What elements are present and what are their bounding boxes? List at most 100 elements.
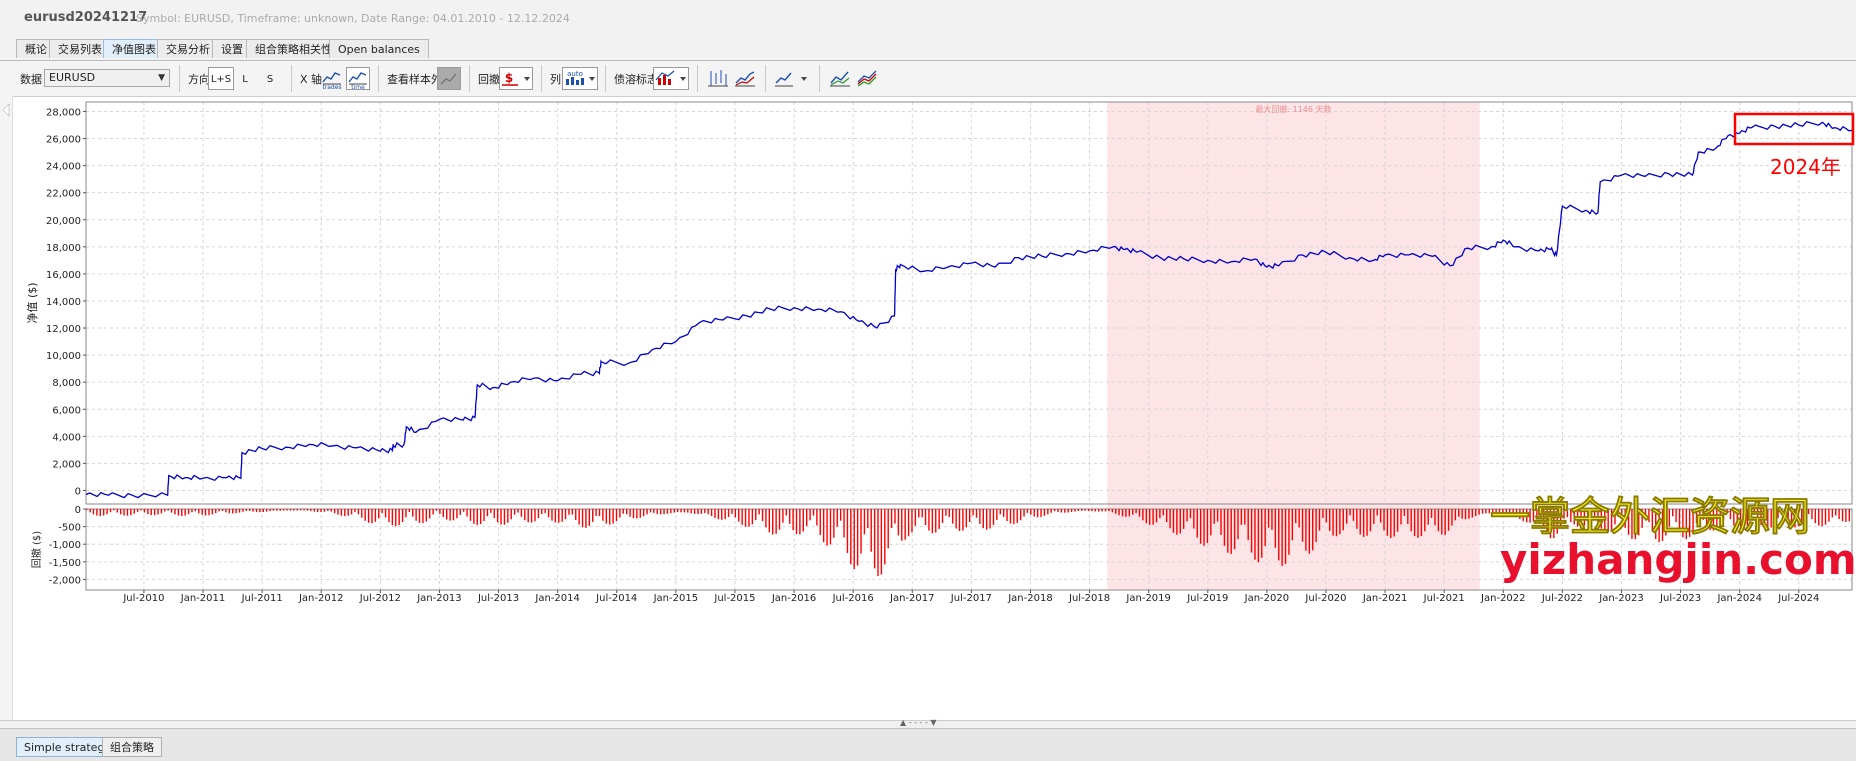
drawdown-bar	[493, 509, 495, 519]
drawdown-bar	[1325, 509, 1327, 523]
drawdown-bar	[378, 509, 380, 519]
direction-long-button[interactable]: L	[242, 74, 248, 85]
drawdown-bar	[1447, 509, 1450, 531]
x-ticks: Jul-2010 Jan-2011 Jul-2011 Jan-2012 Jul-2012…	[122, 590, 1819, 604]
drawdown-bar	[1121, 509, 1124, 517]
drawdown-bar	[1230, 509, 1232, 554]
chart-grid	[86, 102, 1852, 590]
drawdown-bar	[1522, 509, 1524, 522]
drawdown-bar	[102, 509, 105, 516]
drawdown-bar	[1081, 509, 1083, 511]
out-of-sample-toggle[interactable]	[437, 67, 461, 90]
drawdown-bar	[710, 509, 713, 517]
equity-series-line	[85, 120, 1853, 499]
drawdown-bar	[1631, 509, 1633, 539]
drawdown-bar	[1067, 509, 1069, 513]
drawdown-bar	[306, 509, 309, 511]
direction-label: 方向	[188, 73, 210, 86]
drawdown-bar	[1610, 509, 1613, 530]
drawdown-bar	[826, 509, 828, 546]
tab-simple-strategies[interactable]: Simple strategies	[16, 737, 128, 757]
y-tick-label: 10,000	[46, 351, 81, 362]
drawdown-bar	[1478, 509, 1480, 515]
drawdown-bar	[1570, 509, 1572, 523]
equity-line-icon[interactable]	[733, 67, 757, 90]
drawdown-bar	[1108, 509, 1110, 512]
drawdown-bar	[904, 509, 906, 540]
drawdown-bar	[850, 509, 852, 565]
drawdown-bar	[744, 509, 747, 527]
drawdown-bar	[1763, 509, 1766, 529]
drawdown-bar	[619, 509, 621, 518]
drawdown-bar	[1444, 509, 1446, 535]
drawdown-bar	[673, 509, 675, 513]
max-drawdown-highlight	[1107, 102, 1480, 590]
drawdown-bar	[126, 509, 129, 516]
drawdown-bar	[1233, 509, 1236, 550]
tab-open-balances[interactable]: Open balances	[329, 39, 429, 58]
drawdown-bar	[690, 509, 692, 514]
drawdown-bar	[439, 509, 441, 515]
drawdown-bar	[602, 509, 604, 521]
separator	[469, 65, 470, 92]
y-tick-label: 6,000	[52, 405, 81, 416]
columns-select[interactable]: auto	[562, 67, 598, 90]
drawdown-select[interactable]: $	[499, 67, 533, 90]
drawdown-bar	[442, 509, 444, 518]
tab-equity-chart[interactable]: 净值图表	[103, 39, 165, 58]
drawdown-bar	[880, 509, 883, 575]
drawdown-bar	[1651, 509, 1654, 532]
drawdown-bar	[452, 509, 455, 521]
data-select[interactable]: EURUSD ▼	[44, 69, 170, 87]
drawdown-bar	[1373, 509, 1375, 525]
tab-trade-list[interactable]: 交易列表	[49, 39, 111, 58]
splitter-handle[interactable]: ▲ - - - - ▼	[900, 718, 937, 727]
drawdown-bar	[1057, 509, 1059, 512]
drawdown-bar	[133, 509, 135, 514]
trades-chart-icon[interactable]: trades	[320, 67, 344, 91]
tab-portfolio-strategies[interactable]: 组合策略	[102, 737, 162, 757]
multi-line-chart-icon[interactable]	[855, 67, 879, 90]
drawdown-bar	[249, 509, 251, 511]
drawdown-bar	[1417, 509, 1419, 538]
drawdown-bar	[1488, 509, 1491, 514]
candles-chart-icon[interactable]	[706, 67, 730, 90]
drawdown-bar	[1179, 509, 1181, 534]
drawdown-bar	[109, 509, 112, 513]
drawdown-bar	[1434, 509, 1436, 526]
compare-chart-icon[interactable]	[828, 67, 852, 90]
drawdown-bar	[174, 509, 176, 515]
chart-dropdown-icon[interactable]	[773, 67, 811, 90]
drawdown-bar	[1726, 509, 1728, 513]
equity-chart: 0 2,000 4,000 6,000 8,000 10,000 12,000 14,000 1…	[25, 101, 1856, 604]
x-tick-label: Jul-2024	[1777, 593, 1819, 604]
time-chart-icon[interactable]: time	[346, 67, 370, 91]
drawdown-bar	[106, 509, 108, 515]
drawdown-bar	[344, 509, 346, 517]
drawdown-bar	[1461, 509, 1463, 519]
drawdown-bar	[1352, 509, 1355, 521]
benchmark-select[interactable]	[653, 67, 689, 90]
drawdown-bar	[1824, 509, 1827, 525]
drawdown-bar	[1193, 509, 1195, 529]
drawdown-bar	[860, 509, 862, 554]
drawdown-bar	[1356, 509, 1358, 529]
drawdown-bar	[1780, 509, 1783, 514]
drawdown-bar	[1009, 509, 1012, 524]
direction-short-button[interactable]: S	[266, 74, 274, 85]
direction-ls-button[interactable]: L+S	[208, 67, 234, 90]
collapse-panel-icon[interactable]	[2, 103, 10, 117]
tab-trade-analysis[interactable]: 交易分析	[157, 39, 219, 58]
tab-portfolio-correlation[interactable]: 组合策略相关性	[246, 39, 341, 58]
panel-splitter[interactable]	[0, 720, 1856, 729]
drawdown-bar	[496, 509, 499, 523]
drawdown-bar	[215, 509, 217, 514]
drawdown-bar	[822, 509, 825, 543]
drawdown-bar	[1773, 509, 1776, 524]
drawdown-bar	[1498, 509, 1501, 516]
drawdown-bar	[575, 509, 577, 521]
left-panel-edge	[0, 96, 13, 728]
drawdown-bar	[1818, 509, 1820, 526]
drawdown-bar	[1750, 509, 1752, 520]
drawdown-bar	[123, 509, 125, 516]
